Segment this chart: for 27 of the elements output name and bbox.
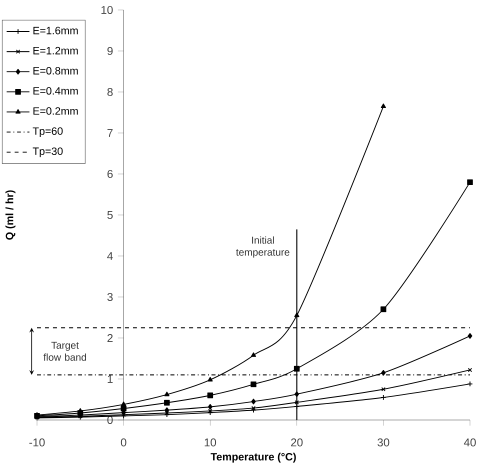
x-axis-title: Temperature (°C) <box>210 452 296 463</box>
legend-label: E=0.4mm <box>33 87 78 95</box>
ref-line-label: Initial temperature <box>236 236 290 258</box>
legend-label: E=1.2mm <box>33 46 78 54</box>
x-tick-label: 20 <box>291 438 303 446</box>
y-tick-label: 2 <box>107 334 113 342</box>
y-tick-label: 5 <box>107 211 113 219</box>
y-tick-label: 6 <box>107 170 113 178</box>
y-tick-label: 8 <box>107 88 113 96</box>
y-tick-label: 1 <box>108 375 113 383</box>
y-tick-label: 10 <box>101 6 113 14</box>
y-tick-label: 7 <box>107 129 113 137</box>
x-tick-label: 10 <box>204 438 216 446</box>
x-tick-label: 40 <box>464 438 476 446</box>
legend-label: Tp=30 <box>32 147 63 158</box>
y-axis-title: Q (ml / hr) <box>5 190 16 240</box>
x-tick-label: 0 <box>120 438 126 446</box>
annotation: Target flow band <box>43 342 86 361</box>
legend-label: Tp=60 <box>32 127 63 137</box>
x-tick-label: 30 <box>378 438 390 446</box>
y-tick-label: 9 <box>107 46 113 55</box>
y-tick-label: 4 <box>107 252 113 260</box>
legend-label: E=0.8mm <box>33 66 78 75</box>
legend-label: E=1.6mm <box>33 26 78 34</box>
x-tick-label: -10 <box>29 438 45 446</box>
y-tick-label: 3 <box>107 292 113 301</box>
legend-label: E=0.2mm <box>33 107 78 115</box>
